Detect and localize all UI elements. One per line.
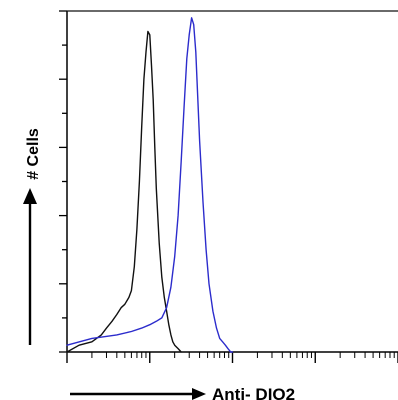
y-axis-label: # Cells	[25, 128, 42, 180]
histogram-series-line-1	[66, 30, 182, 353]
series-layer	[66, 17, 234, 353]
y-axis-ticks	[59, 10, 67, 353]
x-axis-ticks	[66, 352, 398, 363]
x-axis-arrow	[70, 388, 206, 400]
histogram-series-line-2	[66, 17, 234, 353]
y-axis-arrow	[23, 188, 37, 345]
x-axis-arrow-head	[192, 388, 206, 400]
y-axis-arrow-head	[23, 188, 37, 204]
x-axis-label: Anti- DIO2	[212, 385, 295, 400]
